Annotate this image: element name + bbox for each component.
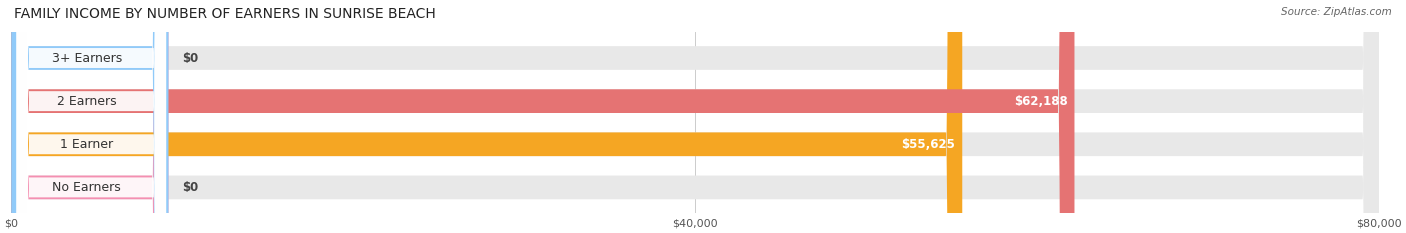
Text: $0: $0 (183, 51, 198, 65)
FancyBboxPatch shape (17, 0, 166, 233)
FancyBboxPatch shape (11, 0, 962, 233)
FancyBboxPatch shape (11, 0, 1379, 233)
FancyBboxPatch shape (17, 0, 166, 233)
Text: 2 Earners: 2 Earners (56, 95, 117, 108)
FancyBboxPatch shape (11, 0, 169, 233)
Text: FAMILY INCOME BY NUMBER OF EARNERS IN SUNRISE BEACH: FAMILY INCOME BY NUMBER OF EARNERS IN SU… (14, 7, 436, 21)
FancyBboxPatch shape (11, 0, 1379, 233)
Text: Source: ZipAtlas.com: Source: ZipAtlas.com (1281, 7, 1392, 17)
FancyBboxPatch shape (17, 0, 166, 233)
FancyBboxPatch shape (11, 0, 1379, 233)
Text: 1 Earner: 1 Earner (60, 138, 114, 151)
Text: 3+ Earners: 3+ Earners (52, 51, 122, 65)
Text: $0: $0 (183, 181, 198, 194)
FancyBboxPatch shape (11, 0, 169, 233)
FancyBboxPatch shape (11, 0, 1074, 233)
FancyBboxPatch shape (17, 0, 166, 233)
Text: $62,188: $62,188 (1014, 95, 1067, 108)
Text: No Earners: No Earners (52, 181, 121, 194)
Text: $55,625: $55,625 (901, 138, 956, 151)
FancyBboxPatch shape (11, 0, 1379, 233)
